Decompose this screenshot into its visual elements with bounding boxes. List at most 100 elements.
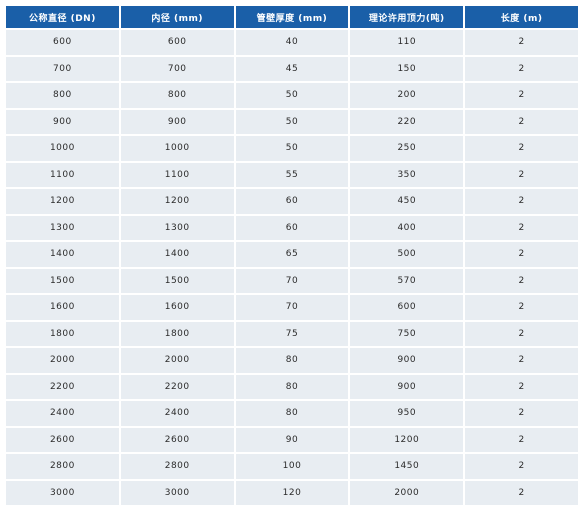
header-jacking-force: 理论许用顶力(吨) — [350, 6, 464, 28]
cell-jacking-force: 110 — [350, 30, 464, 55]
table-row: 1400 1400 65 500 2 — [6, 242, 578, 267]
cell-wall-thickness: 55 — [235, 162, 349, 187]
cell-wall-thickness: 50 — [235, 136, 349, 161]
cell-wall-thickness: 70 — [235, 268, 349, 293]
cell-wall-thickness: 80 — [235, 374, 349, 399]
cell-wall-thickness: 60 — [235, 189, 349, 214]
cell-jacking-force: 1200 — [350, 427, 464, 452]
cell-jacking-force: 350 — [350, 162, 464, 187]
cell-inner-diameter: 1800 — [120, 321, 234, 346]
cell-nominal-diameter: 800 — [6, 83, 119, 108]
cell-inner-diameter: 1000 — [120, 136, 234, 161]
cell-jacking-force: 250 — [350, 136, 464, 161]
cell-jacking-force: 900 — [350, 374, 464, 399]
cell-wall-thickness: 80 — [235, 401, 349, 426]
cell-inner-diameter: 3000 — [120, 480, 234, 505]
cell-nominal-diameter: 2400 — [6, 401, 119, 426]
cell-nominal-diameter: 2800 — [6, 454, 119, 479]
cell-inner-diameter: 2200 — [120, 374, 234, 399]
cell-length: 2 — [465, 374, 578, 399]
cell-nominal-diameter: 900 — [6, 109, 119, 134]
cell-inner-diameter: 900 — [120, 109, 234, 134]
cell-wall-thickness: 60 — [235, 215, 349, 240]
cell-inner-diameter: 1500 — [120, 268, 234, 293]
cell-length: 2 — [465, 480, 578, 505]
table-row: 1500 1500 70 570 2 — [6, 268, 578, 293]
cell-wall-thickness: 80 — [235, 348, 349, 373]
cell-nominal-diameter: 1500 — [6, 268, 119, 293]
table-row: 900 900 50 220 2 — [6, 109, 578, 134]
header-wall-thickness: 管壁厚度 (mm) — [235, 6, 349, 28]
cell-wall-thickness: 90 — [235, 427, 349, 452]
cell-jacking-force: 500 — [350, 242, 464, 267]
cell-length: 2 — [465, 136, 578, 161]
cell-length: 2 — [465, 454, 578, 479]
cell-jacking-force: 200 — [350, 83, 464, 108]
cell-inner-diameter: 600 — [120, 30, 234, 55]
cell-jacking-force: 570 — [350, 268, 464, 293]
cell-wall-thickness: 70 — [235, 295, 349, 320]
table-row: 2200 2200 80 900 2 — [6, 374, 578, 399]
header-nominal-diameter: 公称直径 (DN) — [6, 6, 119, 28]
cell-wall-thickness: 75 — [235, 321, 349, 346]
table-header-row: 公称直径 (DN) 内径 (mm) 管壁厚度 (mm) 理论许用顶力(吨) 长度… — [6, 6, 578, 28]
cell-jacking-force: 750 — [350, 321, 464, 346]
cell-inner-diameter: 1400 — [120, 242, 234, 267]
cell-length: 2 — [465, 295, 578, 320]
table-row: 1200 1200 60 450 2 — [6, 189, 578, 214]
header-length: 长度 (m) — [465, 6, 578, 28]
cell-nominal-diameter: 600 — [6, 30, 119, 55]
cell-nominal-diameter: 1100 — [6, 162, 119, 187]
cell-jacking-force: 150 — [350, 56, 464, 81]
spec-table-container: 公称直径 (DN) 内径 (mm) 管壁厚度 (mm) 理论许用顶力(吨) 长度… — [4, 4, 580, 507]
cell-nominal-diameter: 1200 — [6, 189, 119, 214]
cell-wall-thickness: 65 — [235, 242, 349, 267]
table-row: 1800 1800 75 750 2 — [6, 321, 578, 346]
cell-nominal-diameter: 2600 — [6, 427, 119, 452]
pipe-spec-table: 公称直径 (DN) 内径 (mm) 管壁厚度 (mm) 理论许用顶力(吨) 长度… — [4, 4, 580, 507]
cell-nominal-diameter: 700 — [6, 56, 119, 81]
cell-nominal-diameter: 1600 — [6, 295, 119, 320]
cell-length: 2 — [465, 56, 578, 81]
cell-jacking-force: 1450 — [350, 454, 464, 479]
cell-inner-diameter: 700 — [120, 56, 234, 81]
cell-length: 2 — [465, 401, 578, 426]
table-row: 600 600 40 110 2 — [6, 30, 578, 55]
header-inner-diameter: 内径 (mm) — [120, 6, 234, 28]
table-row: 1000 1000 50 250 2 — [6, 136, 578, 161]
cell-length: 2 — [465, 321, 578, 346]
table-row: 1100 1100 55 350 2 — [6, 162, 578, 187]
table-row: 1300 1300 60 400 2 — [6, 215, 578, 240]
cell-inner-diameter: 800 — [120, 83, 234, 108]
cell-length: 2 — [465, 215, 578, 240]
cell-length: 2 — [465, 189, 578, 214]
cell-inner-diameter: 2600 — [120, 427, 234, 452]
table-body: 600 600 40 110 2 700 700 45 150 2 800 800 50 200 2 900 9… — [6, 30, 578, 505]
table-row: 2800 2800 100 1450 2 — [6, 454, 578, 479]
cell-nominal-diameter: 1000 — [6, 136, 119, 161]
cell-inner-diameter: 1600 — [120, 295, 234, 320]
cell-nominal-diameter: 2000 — [6, 348, 119, 373]
table-row: 2600 2600 90 1200 2 — [6, 427, 578, 452]
cell-jacking-force: 950 — [350, 401, 464, 426]
table-row: 800 800 50 200 2 — [6, 83, 578, 108]
cell-wall-thickness: 120 — [235, 480, 349, 505]
cell-inner-diameter: 1200 — [120, 189, 234, 214]
cell-length: 2 — [465, 427, 578, 452]
cell-length: 2 — [465, 30, 578, 55]
cell-length: 2 — [465, 268, 578, 293]
cell-jacking-force: 900 — [350, 348, 464, 373]
cell-nominal-diameter: 3000 — [6, 480, 119, 505]
cell-jacking-force: 220 — [350, 109, 464, 134]
cell-inner-diameter: 2800 — [120, 454, 234, 479]
cell-wall-thickness: 40 — [235, 30, 349, 55]
cell-jacking-force: 400 — [350, 215, 464, 240]
cell-jacking-force: 2000 — [350, 480, 464, 505]
table-row: 1600 1600 70 600 2 — [6, 295, 578, 320]
cell-wall-thickness: 50 — [235, 109, 349, 134]
cell-inner-diameter: 1300 — [120, 215, 234, 240]
cell-wall-thickness: 50 — [235, 83, 349, 108]
cell-nominal-diameter: 1400 — [6, 242, 119, 267]
cell-length: 2 — [465, 348, 578, 373]
cell-jacking-force: 450 — [350, 189, 464, 214]
